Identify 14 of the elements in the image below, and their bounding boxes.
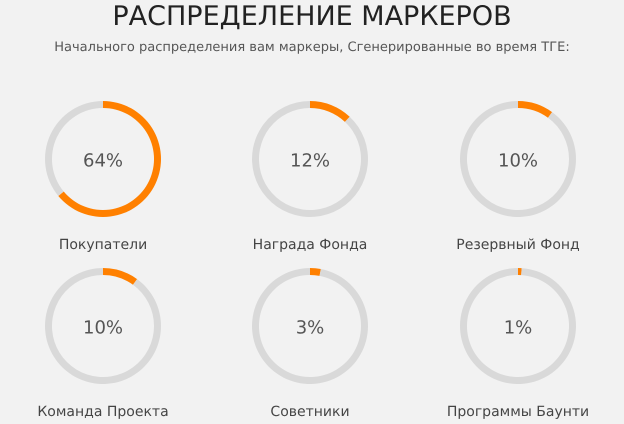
text: Награда Фонда (252, 237, 368, 253)
text: 64% (82, 150, 124, 172)
text: Начального распределения вам маркеры, Сгенерированные во время ТГЕ: (53, 40, 571, 55)
text: 12% (290, 150, 330, 172)
text: 1% (504, 318, 532, 338)
text: Резервный Фонд (456, 237, 580, 253)
text: Покупатели (58, 237, 148, 253)
text: 10% (498, 150, 538, 172)
text: 10% (82, 318, 124, 338)
text: Советники (270, 404, 350, 420)
text: 3% (296, 318, 324, 338)
text: Программы Баунти (446, 404, 590, 420)
text: РАСПРЕДЕЛЕНИЕ МАРКЕРОВ (111, 0, 513, 34)
text: Команда Проекта (37, 404, 169, 420)
